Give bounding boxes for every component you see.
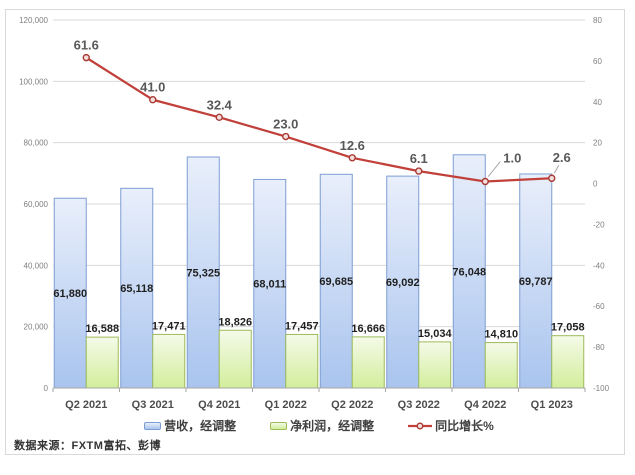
category-label: Q1 2022 xyxy=(265,399,307,411)
yoy-marker xyxy=(149,96,157,104)
yoy-line xyxy=(85,56,552,183)
source-note: 数据来源：FXTM富拓、彭博 xyxy=(14,440,161,452)
legend-item-yoy: 同比增长% xyxy=(408,420,494,432)
yoy-label: 23.0 xyxy=(273,117,298,132)
yoy-marker xyxy=(548,174,556,182)
category-label: Q4 2021 xyxy=(198,399,240,411)
profit-bar xyxy=(218,329,252,389)
profit-swatch-icon xyxy=(270,422,288,430)
profit-bar xyxy=(484,342,518,389)
legend-label: 净利润，经调整 xyxy=(290,419,375,433)
yoy-marker xyxy=(215,113,223,122)
right-axis-tick-label: 0 xyxy=(593,180,598,189)
right-axis-tick-label: -60 xyxy=(593,302,605,311)
yoy-marker xyxy=(82,53,90,62)
right-axis-tick-label: 20 xyxy=(593,139,602,148)
right-axis-tick-label: 60 xyxy=(593,57,602,66)
category-label: Q3 2021 xyxy=(132,399,174,411)
profit-bar-label: 17,457 xyxy=(285,320,319,332)
yoy-label: 61.6 xyxy=(74,38,99,53)
yoy-line-swatch-icon xyxy=(408,422,433,430)
category-label: Q3 2022 xyxy=(398,399,440,411)
chart-legend: 营收，经调整 净利润，经调整 同比增长% xyxy=(53,418,585,434)
revenue-bar xyxy=(253,178,287,389)
legend-label: 同比增长% xyxy=(435,419,494,433)
revenue-bar xyxy=(386,175,420,389)
left-axis-tick-label: 100,000 xyxy=(19,77,48,86)
yoy-label: 12.6 xyxy=(340,138,365,153)
legend-label: 营收，经调整 xyxy=(164,419,237,433)
right-axis-tick-label: -80 xyxy=(593,343,605,352)
yoy-label: 32.4 xyxy=(207,97,233,112)
revenue-bar-label: 69,685 xyxy=(319,276,353,288)
yoy-label-leader xyxy=(553,164,560,174)
profit-bar-label: 17,058 xyxy=(551,322,585,334)
left-axis-tick-label: 40,000 xyxy=(24,261,49,270)
category-label: Q2 2021 xyxy=(65,399,107,411)
axes: 120,000 100,000 80,000 60,000 40,000 20,000 0 8… xyxy=(19,16,609,411)
profit-bar-label: 16,666 xyxy=(351,323,385,335)
category-label: Q2 2022 xyxy=(331,399,373,411)
yoy-label: 2.6 xyxy=(553,150,571,165)
profit-bar-label: 17,471 xyxy=(152,320,186,332)
left-axis-tick-label: 120,000 xyxy=(19,16,48,25)
revenue-bar xyxy=(186,156,220,389)
yoy-label: 6.1 xyxy=(410,151,428,166)
right-axis-tick-label: -40 xyxy=(593,261,605,270)
left-axis-tick-label: 20,000 xyxy=(24,323,49,332)
profit-bar xyxy=(152,333,186,389)
revenue-bar-label: 68,011 xyxy=(253,279,286,291)
revenue-bar xyxy=(319,173,353,389)
revenue-bar xyxy=(120,187,154,389)
profit-bar-label: 16,588 xyxy=(85,323,119,335)
category-label: Q4 2022 xyxy=(464,399,506,411)
right-axis-tick-label: -20 xyxy=(593,220,605,229)
yoy-marker xyxy=(282,132,290,141)
yoy-marker xyxy=(481,177,489,186)
profit-bar xyxy=(285,333,319,389)
left-axis-tick-label: 0 xyxy=(44,384,49,393)
profit-bar xyxy=(418,341,452,389)
revenue-bar xyxy=(53,197,87,389)
right-axis-tick-label: 80 xyxy=(593,16,602,25)
profit-bar xyxy=(351,336,385,389)
profit-bar-label: 15,034 xyxy=(418,328,453,340)
left-axis-tick-label: 80,000 xyxy=(24,139,49,148)
revenue-bar-label: 69,787 xyxy=(519,276,553,288)
profit-bar-label: 18,826 xyxy=(218,316,252,328)
yoy-marker xyxy=(415,167,423,175)
yoy-label: 41.0 xyxy=(140,80,165,95)
yoy-marker xyxy=(348,154,356,162)
right-axis-tick-label: -100 xyxy=(593,384,610,393)
right-axis-tick-label: 40 xyxy=(593,98,602,107)
revenue-bar xyxy=(452,154,486,389)
profit-bar xyxy=(551,335,585,389)
revenue-bar-label: 61,880 xyxy=(53,288,87,300)
profit-bar xyxy=(85,336,119,389)
revenue-swatch-icon xyxy=(144,422,162,430)
profit-bar-label: 14,810 xyxy=(484,329,518,341)
legend-item-revenue: 营收，经调整 xyxy=(144,420,236,432)
revenue-bar-label: 69,092 xyxy=(386,277,420,289)
revenue-bar-label: 75,325 xyxy=(186,268,220,280)
yoy-label: 1.0 xyxy=(503,151,521,166)
category-label: Q1 2023 xyxy=(531,399,573,411)
yoy-label-leader xyxy=(487,161,501,177)
revenue-bar-label: 76,048 xyxy=(452,266,486,278)
revenue-bar-label: 65,118 xyxy=(120,283,153,295)
bar-series: 61,880 16,588 65,118 17,471 75,325 18,826 68,0… xyxy=(53,154,585,389)
legend-item-profit: 净利润，经调整 xyxy=(270,420,374,432)
line-series: 61.6 41.0 32.4 23.0 12.6 6.1 1.0 2.6 xyxy=(74,38,571,186)
left-axis-tick-label: 60,000 xyxy=(24,200,49,209)
yoy-line-swatch-marker xyxy=(416,422,424,430)
